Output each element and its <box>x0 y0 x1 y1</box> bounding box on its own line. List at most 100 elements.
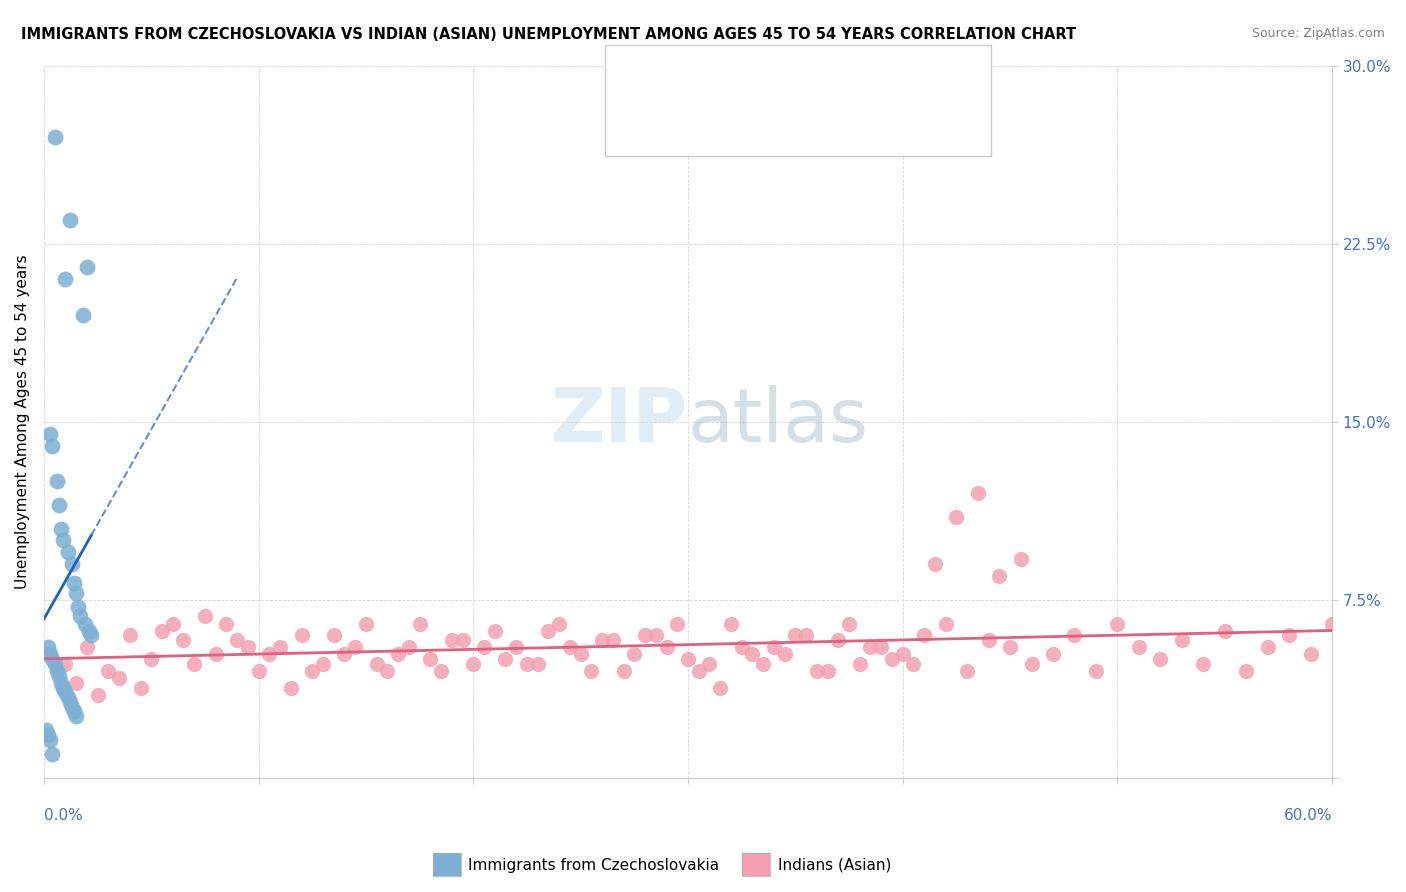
Point <box>194 609 217 624</box>
Point <box>322 628 344 642</box>
Point <box>56 545 79 559</box>
Point <box>451 633 474 648</box>
Point <box>215 616 238 631</box>
Point <box>387 648 409 662</box>
Point <box>290 628 312 642</box>
Point <box>236 640 259 655</box>
Point <box>44 129 66 144</box>
Point <box>912 628 935 642</box>
Point <box>366 657 388 671</box>
Point <box>60 699 83 714</box>
Point <box>76 260 98 275</box>
Point <box>183 657 205 671</box>
Point <box>699 657 721 671</box>
Point <box>97 664 120 678</box>
Point <box>48 669 70 683</box>
Point <box>935 616 957 631</box>
Point <box>162 616 184 631</box>
Point <box>1084 664 1107 678</box>
Point <box>37 728 59 742</box>
Point <box>720 616 742 631</box>
Point <box>141 652 163 666</box>
Point <box>333 648 356 662</box>
Point <box>569 648 592 662</box>
Point <box>53 685 76 699</box>
Point <box>52 681 75 695</box>
Point <box>1213 624 1236 638</box>
Point <box>430 664 453 678</box>
Point <box>806 664 828 678</box>
Text: 60.0%: 60.0% <box>1284 808 1331 823</box>
Point <box>76 640 98 655</box>
Point <box>1107 616 1129 631</box>
Point <box>463 657 485 671</box>
Point <box>859 640 882 655</box>
Point <box>150 624 173 638</box>
Point <box>48 498 70 512</box>
Point <box>1257 640 1279 655</box>
Point <box>204 648 226 662</box>
Point <box>41 652 63 666</box>
Point <box>73 616 96 631</box>
Point <box>472 640 495 655</box>
Point <box>495 652 517 666</box>
Point <box>41 438 63 452</box>
Point <box>634 628 657 642</box>
Point <box>354 616 377 631</box>
Point <box>118 628 141 642</box>
Point <box>924 558 946 572</box>
Point <box>558 640 581 655</box>
Point <box>1278 628 1301 642</box>
Point <box>613 664 636 678</box>
Point <box>1021 657 1043 671</box>
Point <box>108 671 131 685</box>
Point <box>1042 648 1064 662</box>
Point <box>69 609 91 624</box>
Point <box>1010 552 1032 566</box>
Point <box>39 648 62 662</box>
Point <box>591 633 613 648</box>
Text: Immigrants from Czechoslovakia: Immigrants from Czechoslovakia <box>468 858 720 872</box>
Point <box>581 664 603 678</box>
Point <box>44 657 66 671</box>
Y-axis label: Unemployment Among Ages 45 to 54 years: Unemployment Among Ages 45 to 54 years <box>15 254 30 589</box>
Text: atlas: atlas <box>688 385 869 458</box>
Point <box>63 576 86 591</box>
Point <box>80 628 103 642</box>
Text: ZIP: ZIP <box>551 385 688 458</box>
Point <box>870 640 893 655</box>
Point <box>67 599 90 614</box>
Point <box>785 628 807 642</box>
Point <box>408 616 430 631</box>
Point <box>172 633 194 648</box>
Text: 0.0%: 0.0% <box>44 808 83 823</box>
Point <box>688 664 710 678</box>
Point <box>1149 652 1171 666</box>
Point <box>741 648 763 662</box>
Point <box>56 690 79 705</box>
Point <box>226 633 249 648</box>
Point <box>1192 657 1215 671</box>
Point <box>838 616 860 631</box>
Point <box>891 648 914 662</box>
Point <box>45 474 67 488</box>
Point <box>1234 664 1257 678</box>
Point <box>945 509 967 524</box>
Point <box>516 657 538 671</box>
Point <box>903 657 925 671</box>
Point <box>666 616 689 631</box>
Text: R = 0.187   N = 105: R = 0.187 N = 105 <box>658 101 821 116</box>
Point <box>1171 633 1194 648</box>
Point <box>398 640 420 655</box>
Point <box>312 657 335 671</box>
Point <box>752 657 775 671</box>
Point <box>537 624 560 638</box>
Point <box>280 681 302 695</box>
Point <box>956 664 979 678</box>
Text: Source: ZipAtlas.com: Source: ZipAtlas.com <box>1251 27 1385 40</box>
Point <box>53 272 76 286</box>
Point <box>41 747 63 761</box>
Point <box>977 633 1000 648</box>
Point <box>762 640 785 655</box>
Point <box>1320 616 1343 631</box>
